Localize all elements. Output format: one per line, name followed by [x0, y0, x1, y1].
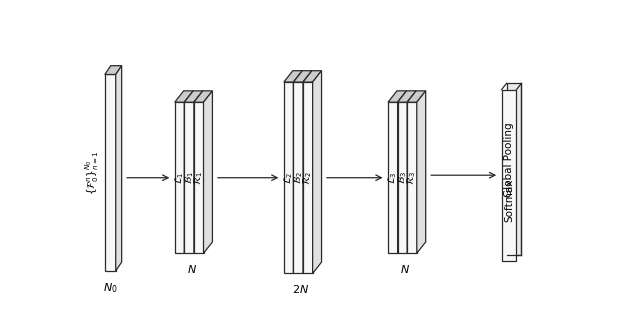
Text: $\{\mathcal{F}_0^n\}_{n=1}^{N_0}$: $\{\mathcal{F}_0^n\}_{n=1}^{N_0}$ [83, 150, 101, 195]
Text: $N$: $N$ [187, 263, 196, 275]
Polygon shape [407, 102, 417, 253]
Text: $\mathcal{B}_3$: $\mathcal{B}_3$ [396, 171, 409, 184]
Polygon shape [204, 91, 212, 253]
Polygon shape [284, 82, 294, 273]
Polygon shape [294, 71, 302, 273]
Text: Softmax: Softmax [504, 179, 514, 222]
Text: $\mathcal{B}_1$: $\mathcal{B}_1$ [183, 171, 196, 184]
Polygon shape [194, 91, 212, 102]
Text: $\mathcal{L}_3$: $\mathcal{L}_3$ [387, 171, 399, 184]
Polygon shape [116, 66, 122, 271]
Polygon shape [175, 102, 184, 253]
Polygon shape [284, 71, 302, 82]
Polygon shape [303, 82, 312, 273]
Polygon shape [105, 75, 116, 271]
Text: $2N$: $2N$ [292, 284, 309, 296]
Text: $\mathcal{L}_1$: $\mathcal{L}_1$ [173, 171, 186, 184]
Text: $N$: $N$ [400, 263, 410, 275]
Polygon shape [502, 90, 516, 261]
Polygon shape [194, 91, 203, 253]
Polygon shape [303, 71, 321, 82]
Polygon shape [507, 83, 522, 254]
Text: $\mathcal{R}_1$: $\mathcal{R}_1$ [192, 171, 205, 185]
Polygon shape [397, 91, 406, 253]
Text: $N_0$: $N_0$ [103, 281, 118, 295]
Polygon shape [184, 102, 194, 253]
Polygon shape [388, 102, 397, 253]
Polygon shape [184, 91, 203, 102]
Polygon shape [105, 66, 122, 75]
Text: Global Pooling: Global Pooling [504, 123, 514, 198]
Polygon shape [397, 102, 407, 253]
Polygon shape [407, 91, 426, 102]
Polygon shape [184, 91, 193, 253]
Polygon shape [175, 91, 193, 102]
Polygon shape [312, 71, 321, 273]
Polygon shape [417, 91, 426, 253]
Text: $\mathcal{B}_2$: $\mathcal{B}_2$ [292, 171, 305, 184]
Polygon shape [407, 91, 416, 253]
Polygon shape [294, 71, 312, 82]
Text: $\mathcal{R}_3$: $\mathcal{R}_3$ [406, 171, 419, 185]
Polygon shape [397, 91, 416, 102]
Text: $\mathcal{R}_2$: $\mathcal{R}_2$ [301, 171, 314, 185]
Polygon shape [294, 82, 303, 273]
Polygon shape [303, 71, 312, 273]
Polygon shape [388, 91, 406, 102]
Text: $\mathcal{L}_2$: $\mathcal{L}_2$ [282, 172, 295, 184]
Polygon shape [194, 102, 204, 253]
